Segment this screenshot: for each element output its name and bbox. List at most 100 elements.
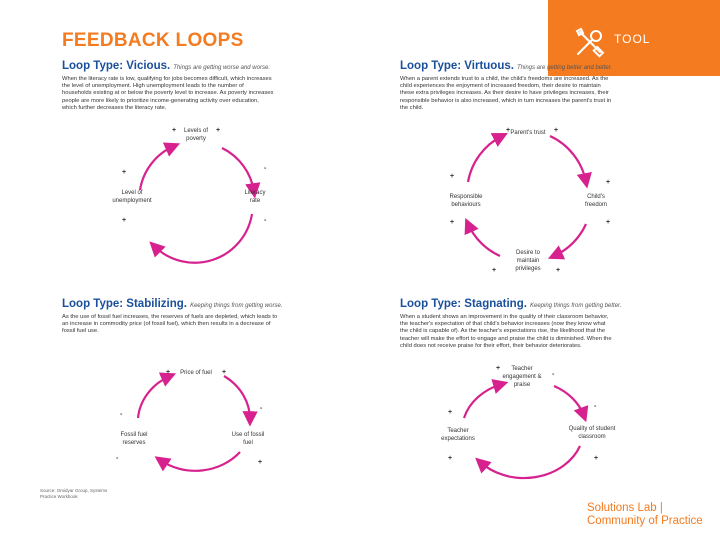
node-childs-freedom-line2: freedom bbox=[585, 202, 607, 208]
loop-arrow bbox=[466, 133, 508, 183]
description-line: responsible behavior is also increased, … bbox=[400, 97, 612, 104]
sign-label: + bbox=[492, 267, 496, 274]
loop-arrow bbox=[549, 135, 592, 189]
sign-label: + bbox=[448, 409, 452, 416]
sign-label: - bbox=[116, 455, 119, 462]
vicious-loop-diagram: Levels of poverty Literacy rate Level of… bbox=[112, 127, 267, 264]
node-desire-line2: maintain bbox=[517, 258, 540, 264]
loop-arrow bbox=[553, 384, 589, 423]
loop-arrow bbox=[547, 223, 588, 260]
sign-label: + bbox=[122, 217, 126, 224]
loop-type-subtitle: Things are getting better and better. bbox=[517, 65, 613, 71]
loop-description: When the literacy rate is low, qualifyin… bbox=[62, 76, 362, 112]
description-line: the child. bbox=[400, 104, 424, 111]
tool-banner bbox=[548, 0, 720, 76]
sign-label: + bbox=[496, 365, 500, 372]
sign-label: - bbox=[120, 411, 123, 418]
loop-arrow bbox=[221, 147, 261, 199]
node-poverty-line2: poverty bbox=[186, 136, 206, 142]
node-parents-trust: Parent's trust bbox=[510, 130, 545, 136]
sign-label: - bbox=[260, 405, 263, 412]
loop-description: As the use of fossil fuel increases, the… bbox=[62, 314, 362, 336]
node-literacy-line2: rate bbox=[250, 198, 261, 204]
sign-label: + bbox=[216, 127, 220, 134]
sign-label: + bbox=[606, 219, 610, 226]
loop-type-title: Loop Type: Stagnating. bbox=[400, 298, 527, 310]
description-line: When the literacy rate is low, qualifyin… bbox=[62, 76, 272, 82]
source-citation: Source: Omidyar Group, Systems Practice … bbox=[40, 488, 120, 500]
quadrant-stabilizing: Loop Type: Stabilizing. Keeping things f… bbox=[62, 298, 362, 336]
page-title: FEEDBACK LOOPS bbox=[62, 30, 244, 51]
description-line: As the use of fossil fuel increases, the… bbox=[62, 314, 278, 320]
sign-label: + bbox=[448, 455, 452, 462]
description-line: the child is capable of). As the teacher… bbox=[400, 328, 606, 335]
description-line: people are more likely to prioritize inc… bbox=[62, 97, 259, 104]
description-line: teacher will make the effort to engage a… bbox=[400, 335, 612, 342]
sign-label: + bbox=[122, 169, 126, 176]
loop-type-subtitle: Keeping things from getting worse. bbox=[190, 303, 283, 309]
quadrant-heading: Loop Type: Virtuous. Things are getting … bbox=[400, 60, 700, 75]
footer-line: Solutions Lab | bbox=[587, 502, 663, 514]
quadrant-virtuous: Loop Type: Virtuous. Things are getting … bbox=[400, 60, 700, 112]
sign-label: - bbox=[594, 403, 597, 410]
source-line: Source: Omidyar Group, Systems bbox=[40, 488, 108, 493]
loop-arrow bbox=[149, 213, 254, 264]
sign-label: + bbox=[450, 173, 454, 180]
node-teacher-engagement-line3: praise bbox=[514, 382, 531, 388]
node-quality-of-student: Quality of student bbox=[569, 426, 616, 432]
loop-description: When a parent extends trust to a child, … bbox=[400, 76, 700, 112]
loop-type-subtitle: Things are getting worse and worse. bbox=[173, 65, 270, 71]
sign-label: + bbox=[222, 369, 226, 376]
loop-type-title: Loop Type: Virtuous. bbox=[400, 60, 514, 72]
sign-label: + bbox=[450, 219, 454, 226]
stagnating-loop-diagram: Teacher engagement & praise Quality of s… bbox=[441, 365, 616, 480]
loop-arrow bbox=[223, 375, 258, 427]
node-fossil-use-line2: fuel bbox=[243, 440, 253, 446]
loop-arrow bbox=[462, 379, 509, 419]
node-unemployment-line2: unemployment bbox=[112, 198, 152, 204]
node-fossil-use: Use of fossil bbox=[232, 432, 265, 438]
sign-label: + bbox=[594, 455, 598, 462]
description-line: child does not receive praise for their … bbox=[400, 342, 582, 349]
sign-label: - bbox=[264, 217, 267, 224]
sign-label: - bbox=[264, 165, 267, 172]
description-line: the teacher's expectation of that child'… bbox=[400, 321, 606, 328]
stabilizing-loop-diagram: Price of fuel Use of fossil fuel Fossil … bbox=[116, 369, 265, 472]
description-line: households existing at or below the pove… bbox=[62, 90, 274, 97]
node-responsible-line2: behaviours bbox=[451, 202, 480, 208]
sign-label: + bbox=[606, 179, 610, 186]
tool-label: TOOL bbox=[614, 32, 651, 46]
node-price-of-fuel: Price of fuel bbox=[180, 370, 212, 376]
node-teacher-engagement-line2: engagement & bbox=[502, 374, 541, 380]
node-poverty: Levels of bbox=[184, 128, 208, 134]
node-teacher-expectations-line2: expectations bbox=[441, 436, 475, 442]
sign-label: + bbox=[258, 459, 262, 466]
sign-label: + bbox=[166, 369, 170, 376]
loop-arrow bbox=[475, 445, 581, 480]
node-literacy: Literacy bbox=[244, 190, 265, 196]
node-unemployment: Level of bbox=[121, 190, 142, 196]
tools-icon bbox=[575, 27, 605, 58]
node-teacher-expectations: Teacher bbox=[447, 428, 468, 434]
source-line: Practice Workbook bbox=[40, 494, 78, 499]
quadrant-vicious: Loop Type: Vicious. Things are getting w… bbox=[62, 60, 362, 112]
sign-label: + bbox=[172, 127, 176, 134]
loop-arrow bbox=[154, 451, 241, 472]
description-line: an increase in commodity price (of fossi… bbox=[62, 321, 271, 328]
description-line: When a student shows an improvement in t… bbox=[400, 314, 609, 320]
quadrant-heading: Loop Type: Stabilizing. Keeping things f… bbox=[62, 298, 362, 313]
virtuous-loop-diagram: Parent's trust Child's freedom Desire to… bbox=[449, 127, 610, 274]
loop-description: When a student shows an improvement in t… bbox=[400, 314, 700, 350]
loop-arrow bbox=[138, 142, 181, 191]
node-fossil-reserves: Fossil fuel bbox=[120, 432, 147, 438]
loop-arrow bbox=[464, 217, 501, 258]
sign-label: + bbox=[556, 267, 560, 274]
description-line: child experiences the enjoyment of incre… bbox=[400, 83, 601, 90]
sign-label: + bbox=[554, 127, 558, 134]
quadrant-stagnating: Loop Type: Stagnating. Keeping things fr… bbox=[400, 298, 700, 350]
node-quality-of-student-line2: classroom bbox=[578, 434, 605, 440]
description-line: fossil fuel use. bbox=[62, 328, 99, 335]
description-line: When a parent extends trust to a child, … bbox=[400, 76, 609, 82]
node-desire-line3: privileges bbox=[515, 266, 540, 272]
